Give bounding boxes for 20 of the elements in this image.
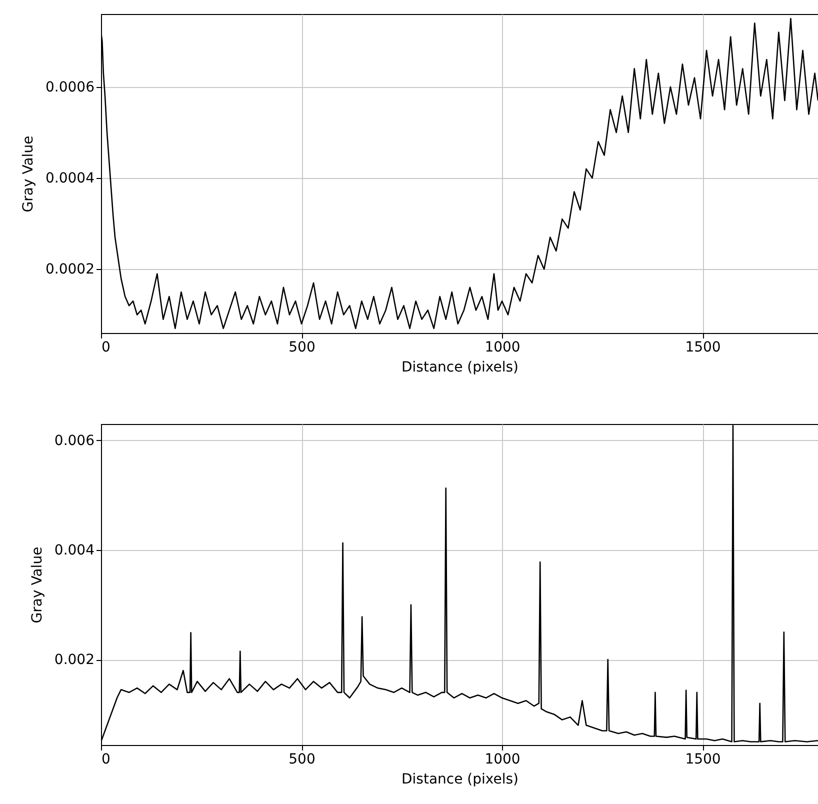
x-tick-label: 1000 [484, 340, 520, 356]
y-tick-label: 0.004 [54, 542, 95, 558]
line-series [101, 424, 818, 742]
x-tick-label: 500 [288, 340, 316, 356]
line-series [101, 18, 818, 330]
x-tick-label: 0 [102, 752, 110, 768]
x-axis-title: Distance (pixels) [401, 772, 519, 788]
x-axis-title: Distance (pixels) [401, 360, 519, 376]
x-tick-label: 0 [102, 340, 110, 356]
y-axis-title: Gray Value [29, 546, 46, 624]
y-tick-label: 0.0006 [46, 79, 95, 96]
x-tick-label: 500 [288, 752, 316, 768]
x-tick-label: 1500 [685, 340, 721, 356]
y-tick-label: 0.006 [54, 432, 95, 449]
x-tick-label: 1000 [484, 752, 520, 768]
y-tick-label: 0.002 [54, 652, 94, 668]
y-axis-title: Gray Value [20, 136, 37, 212]
x-tick-label: 1500 [685, 752, 721, 768]
y-tick-label: 0.0004 [46, 170, 95, 187]
y-tick-label: 0.0002 [46, 262, 94, 278]
